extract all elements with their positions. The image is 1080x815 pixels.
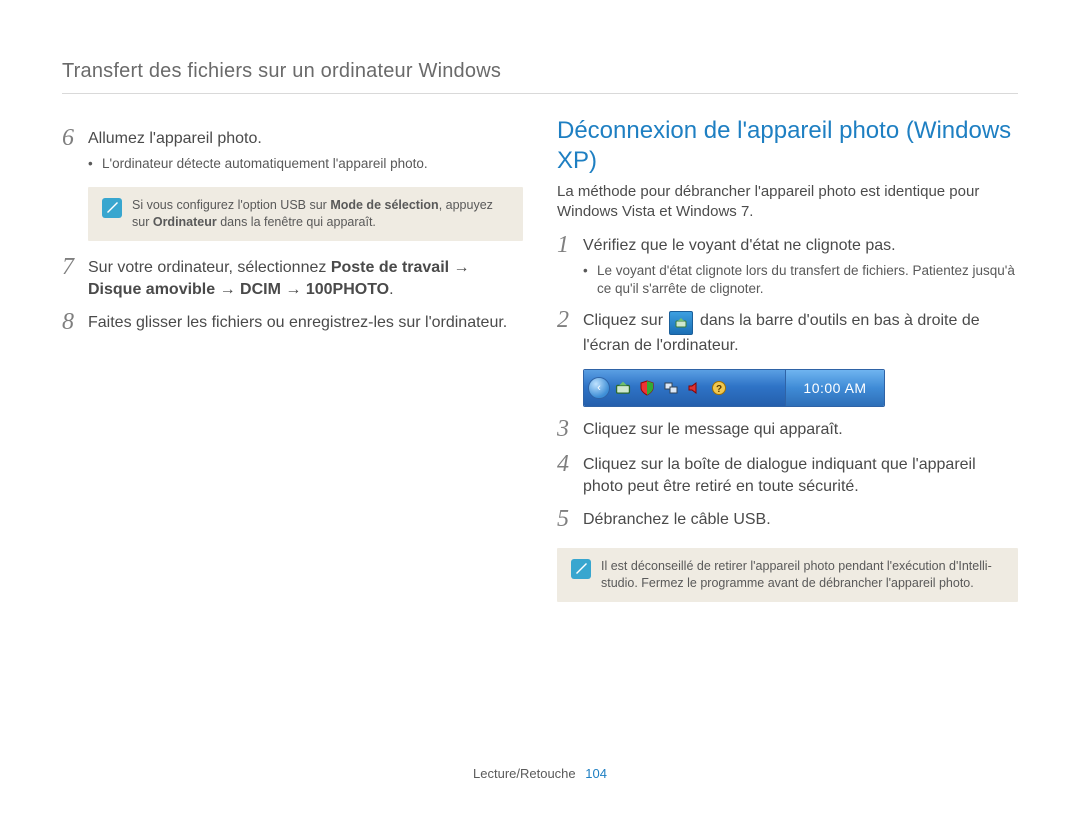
step-number: 8 [62, 310, 88, 335]
footer-section: Lecture/Retouche [473, 766, 576, 781]
step-text: Allumez l'appareil photo. [88, 126, 262, 150]
step-1: 1 Vérifiez que le voyant d'état ne clign… [557, 233, 1018, 258]
tray-safely-remove-icon [612, 377, 634, 399]
step-3: 3 Cliquez sur le message qui apparaît. [557, 417, 1018, 442]
two-column-layout: 6 Allumez l'appareil photo. • L'ordinate… [62, 116, 1018, 616]
step-text: Débranchez le câble USB. [583, 507, 771, 531]
step-number: 5 [557, 507, 583, 532]
section-intro: La méthode pour débrancher l'appareil ph… [557, 182, 1018, 223]
step-4: 4 Cliquez sur la boîte de dialogue indiq… [557, 452, 1018, 497]
tray-help-icon: ? [708, 377, 730, 399]
tray-expand-icon: ‹ [588, 377, 610, 399]
safely-remove-icon [669, 311, 693, 335]
step-text: Cliquez sur dans la barre d'outils en ba… [583, 308, 1018, 357]
note-text: Si vous configurez l'option USB sur Mode… [132, 197, 509, 231]
tray-shield-icon [636, 377, 658, 399]
note-icon [102, 198, 122, 218]
note-box-usb: Si vous configurez l'option USB sur Mode… [88, 187, 523, 241]
step-number: 2 [557, 308, 583, 333]
bullet-text: L'ordinateur détecte automatiquement l'a… [102, 155, 428, 173]
bullet-text: Le voyant d'état clignote lors du transf… [597, 262, 1018, 298]
note-text: Il est déconseillé de retirer l'appareil… [601, 558, 1004, 592]
step-number: 1 [557, 233, 583, 258]
step-number: 3 [557, 417, 583, 442]
taskbar-tray: ‹ ? [584, 370, 785, 406]
step-text: Sur votre ordinateur, sélectionnez Poste… [88, 255, 523, 300]
bullet-dot: • [583, 262, 597, 298]
step-number: 6 [62, 126, 88, 151]
step-text: Cliquez sur la boîte de dialogue indiqua… [583, 452, 1018, 497]
step-8: 8 Faites glisser les fichiers ou enregis… [62, 310, 523, 335]
note-icon [571, 559, 591, 579]
note-box-intellistudio: Il est déconseillé de retirer l'appareil… [557, 548, 1018, 602]
footer-page-number: 104 [585, 766, 607, 781]
step-number: 4 [557, 452, 583, 477]
bullet-dot: • [88, 155, 102, 173]
step-2: 2 Cliquez sur dans la barre d'outils en … [557, 308, 1018, 357]
taskbar-illustration: ‹ ? 10:00 [583, 369, 885, 407]
step-5: 5 Débranchez le câble USB. [557, 507, 1018, 532]
step-text: Cliquez sur le message qui apparaît. [583, 417, 843, 441]
step-7: 7 Sur votre ordinateur, sélectionnez Pos… [62, 255, 523, 300]
step-text: Vérifiez que le voyant d'état ne clignot… [583, 233, 896, 257]
left-column: 6 Allumez l'appareil photo. • L'ordinate… [62, 116, 523, 616]
tray-volume-icon [684, 377, 706, 399]
right-column: Déconnexion de l'appareil photo (Windows… [557, 116, 1018, 616]
step-1-bullet: • Le voyant d'état clignote lors du tran… [583, 262, 1018, 298]
page-header: Transfert des fichiers sur un ordinateur… [62, 60, 1018, 94]
step-text: Faites glisser les fichiers ou enregistr… [88, 310, 507, 334]
svg-text:?: ? [716, 384, 722, 395]
taskbar-clock: 10:00 AM [785, 370, 884, 406]
section-title: Déconnexion de l'appareil photo (Windows… [557, 116, 1018, 176]
step-number: 7 [62, 255, 88, 280]
page-footer: Lecture/Retouche 104 [0, 766, 1080, 781]
step-6: 6 Allumez l'appareil photo. [62, 126, 523, 151]
tray-network-icon [660, 377, 682, 399]
step-6-bullet: • L'ordinateur détecte automatiquement l… [88, 155, 523, 173]
